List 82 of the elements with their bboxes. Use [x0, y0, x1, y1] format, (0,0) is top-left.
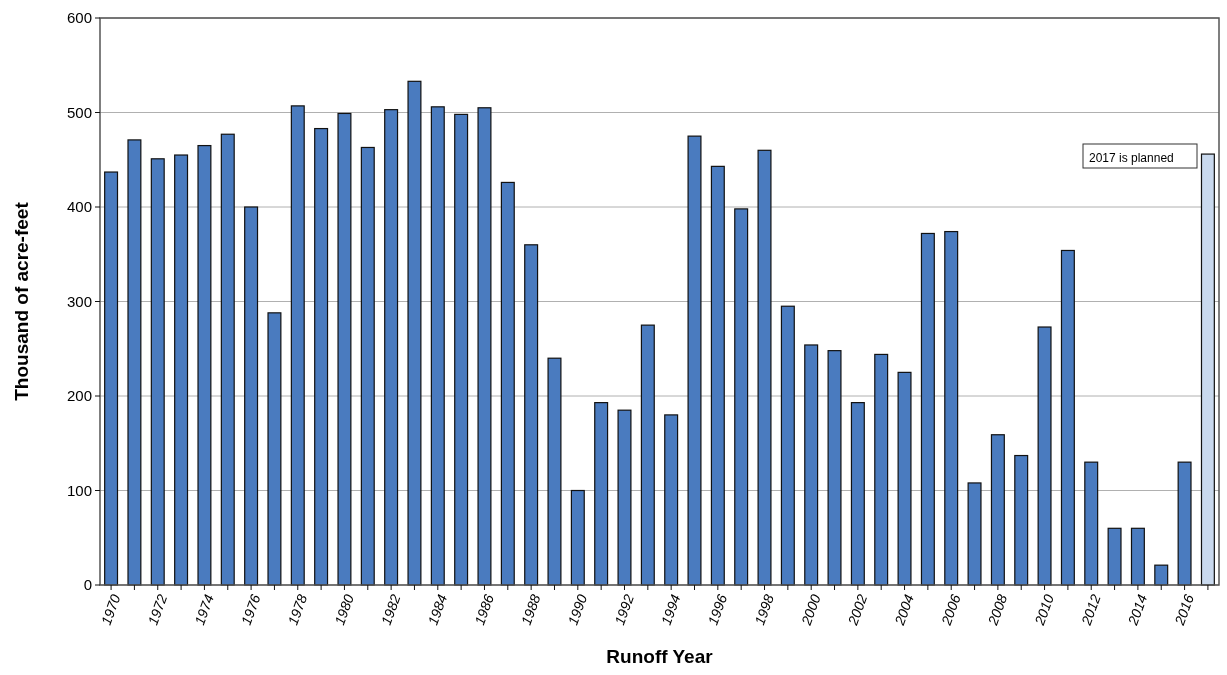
bar: [850, 402, 865, 586]
x-tick-label: 2010: [1030, 592, 1058, 628]
bar: [314, 127, 329, 586]
x-tick-label: 1992: [611, 592, 637, 627]
bar: [174, 154, 189, 586]
x-tick-label: 2004: [890, 592, 918, 628]
bar: [524, 244, 539, 586]
x-tick-label: 1980: [331, 592, 357, 627]
bar: [290, 105, 305, 586]
x-tick-label: 1990: [564, 592, 591, 627]
bar: [687, 135, 702, 586]
bar: [197, 144, 212, 586]
x-tick-label: 1998: [751, 592, 778, 627]
bar: [1060, 249, 1075, 586]
y-tick-label: 200: [66, 387, 92, 405]
bar: [1130, 527, 1145, 586]
bar: [967, 482, 982, 586]
x-tick-label: 2008: [984, 592, 1011, 628]
y-tick-label: 600: [66, 9, 92, 27]
y-tick-label: 500: [66, 103, 92, 121]
x-tick-label: 2014: [1124, 592, 1151, 628]
y-tick-label: 0: [83, 576, 92, 594]
bar: [337, 112, 352, 586]
x-tick-label: 1988: [517, 592, 544, 627]
bar: [570, 489, 585, 586]
bar: [920, 232, 935, 586]
bar: [710, 165, 725, 586]
bar: [827, 350, 842, 586]
x-tick-label: 1976: [237, 592, 264, 627]
bar: [594, 402, 609, 586]
y-tick-label: 300: [66, 292, 92, 310]
bar: [780, 305, 795, 586]
x-tick-label: 1984: [424, 592, 451, 627]
bar: [150, 158, 165, 586]
bar: [430, 106, 445, 586]
bar: [1177, 461, 1192, 586]
bar: [1014, 454, 1029, 586]
bar: [734, 208, 749, 586]
y-tick-label: 100: [66, 481, 92, 499]
bar: [640, 324, 655, 586]
bar: [104, 171, 119, 586]
bar: [1154, 564, 1169, 586]
x-tick-label: 1970: [97, 592, 124, 627]
bar: [244, 206, 259, 586]
bar: [454, 113, 469, 586]
x-tick-label: 2006: [937, 592, 964, 628]
x-axis-title: Runoff Year: [606, 646, 714, 667]
bar: [617, 409, 632, 586]
bar: [547, 357, 562, 586]
x-tick-label: 1994: [657, 592, 684, 627]
bar: [1037, 326, 1052, 586]
bar: [664, 414, 679, 586]
bar: [1084, 461, 1099, 586]
bar: [500, 181, 515, 586]
x-tick-label: 1986: [471, 592, 497, 627]
y-tick-label: 400: [66, 198, 92, 216]
annotation: 2017 is planned: [1089, 151, 1174, 166]
bar: [407, 80, 422, 586]
bar: [897, 371, 912, 586]
x-tick-label: 2000: [797, 592, 824, 628]
x-tick-label: 2012: [1077, 592, 1104, 628]
bar: [127, 139, 142, 586]
bar: [990, 434, 1005, 586]
x-tick-label: 1978: [284, 592, 311, 627]
x-tick-label: 1996: [704, 592, 731, 627]
bar: [874, 353, 889, 586]
x-tick-label: 2016: [1170, 592, 1198, 628]
x-tick-label: 1974: [191, 592, 217, 627]
x-tick-label: 2002: [844, 592, 871, 628]
bar: [1107, 527, 1122, 586]
y-axis-title: Thousand of acre-feet: [11, 201, 32, 401]
bar: [220, 133, 235, 586]
bar: [267, 312, 282, 586]
bar: [384, 109, 399, 586]
bar: [804, 344, 819, 586]
x-tick-label: 1982: [377, 592, 404, 627]
bar: [477, 107, 492, 586]
bar: [1200, 153, 1215, 586]
x-tick-label: 1972: [144, 592, 171, 627]
bar: [360, 146, 375, 586]
bar: [757, 149, 772, 586]
bar: [944, 230, 959, 586]
